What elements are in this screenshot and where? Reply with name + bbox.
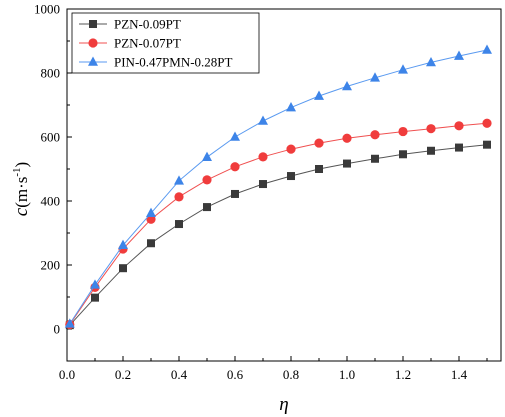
data-point (454, 121, 464, 131)
legend: PZN-0.09PT PZN-0.07PT PIN-0.47PMN-0.28PT (71, 12, 260, 74)
series-2 (64, 44, 492, 328)
data-point (119, 264, 127, 273)
data-point (343, 159, 351, 168)
series-layer (64, 44, 492, 330)
x-tick-label: 1.2 (395, 367, 411, 382)
data-point (370, 72, 380, 82)
plot-frame (66, 8, 502, 362)
y-tick-label: 200 (41, 258, 61, 273)
data-point (286, 144, 296, 154)
data-point (399, 150, 407, 159)
legend-item: PZN-0.09PT (79, 17, 181, 32)
data-point (174, 192, 184, 202)
series-line (69, 122, 488, 325)
x-tick-label: 0.2 (115, 367, 131, 382)
x-tick-label: 0.4 (171, 367, 188, 382)
data-point (64, 318, 75, 328)
data-point (482, 44, 492, 54)
data-point (91, 293, 99, 302)
x-tick-label: 0.0 (59, 367, 75, 382)
series-line (69, 144, 488, 326)
data-point (146, 207, 156, 217)
data-point (287, 172, 295, 181)
legend-item: PZN-0.07PT (79, 36, 181, 51)
data-point (426, 56, 436, 67)
y-tick-label: 400 (41, 194, 61, 209)
legend-marker (88, 56, 98, 66)
data-point (314, 138, 324, 148)
x-axis: 0.0 0.2 0.4 0.6 0.8 1.0 1.2 1.4 (59, 356, 488, 382)
data-point (398, 126, 408, 137)
data-point (398, 64, 408, 74)
legend-label: PZN-0.09PT (114, 17, 181, 32)
legend-marker (89, 20, 97, 28)
data-point (427, 146, 435, 155)
data-point (203, 203, 211, 212)
y-tick-label: 800 (41, 66, 61, 81)
data-point (118, 239, 128, 249)
legend-marker (88, 38, 98, 48)
data-point (342, 133, 352, 143)
x-tick-label: 1.0 (339, 367, 355, 382)
x-tick-label: 0.8 (283, 367, 299, 382)
data-point (174, 175, 184, 185)
data-point (483, 140, 491, 149)
data-point (315, 165, 323, 173)
y-tick-label: 0 (54, 322, 61, 337)
data-point (342, 80, 352, 91)
legend-item: PIN-0.47PMN-0.28PT (79, 55, 233, 70)
data-point (455, 143, 463, 152)
y-axis: 0 200 400 600 800 1000 (34, 2, 72, 362)
legend-label: PIN-0.47PMN-0.28PT (114, 55, 233, 70)
data-point (202, 151, 212, 161)
data-point (371, 154, 379, 163)
data-point (314, 90, 324, 100)
data-point (231, 189, 239, 198)
data-point (147, 239, 155, 248)
data-point (259, 180, 267, 189)
legend-label: PZN-0.07PT (114, 36, 181, 51)
data-point (258, 115, 268, 125)
data-point (230, 162, 240, 172)
data-point (90, 279, 100, 289)
data-point (258, 152, 268, 162)
y-axis-label: c(m·s-1) (11, 162, 32, 216)
data-point (454, 50, 464, 60)
y-tick-label: 1000 (34, 2, 60, 17)
series-line (69, 49, 488, 325)
x-axis-label: η (279, 394, 288, 415)
data-point (426, 124, 436, 134)
y-tick-label: 600 (41, 130, 61, 145)
series-0 (65, 140, 491, 330)
data-point (286, 102, 296, 112)
data-point (482, 118, 492, 128)
data-point (370, 130, 380, 140)
x-tick-label: 1.4 (451, 367, 468, 382)
data-point (175, 220, 183, 229)
legend-items: PZN-0.09PT PZN-0.07PT PIN-0.47PMN-0.28PT (79, 17, 233, 70)
data-point (202, 175, 212, 185)
series-1 (65, 118, 492, 330)
x-tick-label: 0.6 (227, 367, 244, 382)
data-point (230, 131, 240, 141)
